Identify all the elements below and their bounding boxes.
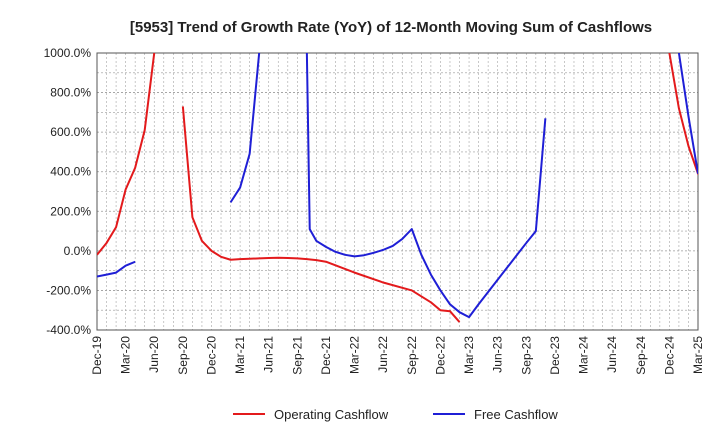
x-tick-label: Mar-20 [119,336,133,374]
series-layer [97,53,698,323]
x-tick-label: Dec-23 [548,336,562,375]
series-line-operating-cashflow [668,53,698,176]
x-tick-label: Mar-21 [233,336,247,374]
grid [97,52,698,331]
y-tick-label: -400.0% [46,323,91,337]
x-tick-label: Mar-25 [691,336,705,374]
x-tick-label: Mar-24 [577,336,591,374]
series-line-operating-cashflow [181,106,461,323]
y-tick-label: 200.0% [50,204,91,218]
y-tick-label: 0.0% [64,244,92,258]
series-line-free-cashflow [677,53,698,174]
x-tick-label: Dec-21 [319,336,333,375]
series-line-operating-cashflow [97,53,156,256]
x-tick-label: Dec-20 [204,336,218,375]
x-tick-label: Dec-19 [90,336,104,375]
y-tick-label: 1000.0% [44,46,92,60]
x-tick-label: Jun-24 [605,336,619,373]
x-tick-label: Dec-22 [433,336,447,375]
x-tick-label: Sep-23 [519,336,533,375]
x-tick-label: Jun-21 [262,336,276,373]
legend: Operating Cashflow Free Cashflow [233,407,558,422]
y-tick-label: 600.0% [50,125,91,139]
x-tick-label: Sep-20 [176,336,190,375]
series-line-free-cashflow [229,53,261,203]
x-tick-label: Jun-20 [147,336,161,373]
series-line-free-cashflow [305,53,547,319]
x-tick-label: Jun-23 [491,336,505,373]
legend-label-free-cashflow: Free Cashflow [474,407,558,422]
x-tick-label: Sep-21 [290,336,304,375]
chart-title: [5953] Trend of Growth Rate (YoY) of 12-… [130,19,652,36]
x-axis-ticks: Dec-19 Mar-20 Jun-20 Sep-20 Dec-20 Mar-21 Jun-… [90,336,705,375]
y-axis-ticks: 1000.0% 800.0% 600.0% 400.0% 200.0% 0.0% -200.… [44,46,92,337]
x-tick-label: Mar-23 [462,336,476,374]
legend-label-operating-cashflow: Operating Cashflow [274,407,389,422]
x-tick-label: Sep-24 [634,336,648,375]
x-tick-label: Jun-22 [376,336,390,373]
y-tick-label: 400.0% [50,165,91,179]
x-tick-label: Mar-22 [348,336,362,374]
x-tick-label: Sep-22 [405,336,419,375]
y-tick-label: -200.0% [46,283,91,297]
x-tick-label: Dec-24 [662,336,676,375]
y-tick-label: 800.0% [50,86,91,100]
series-line-free-cashflow [97,260,136,278]
plot-frame [96,52,699,331]
